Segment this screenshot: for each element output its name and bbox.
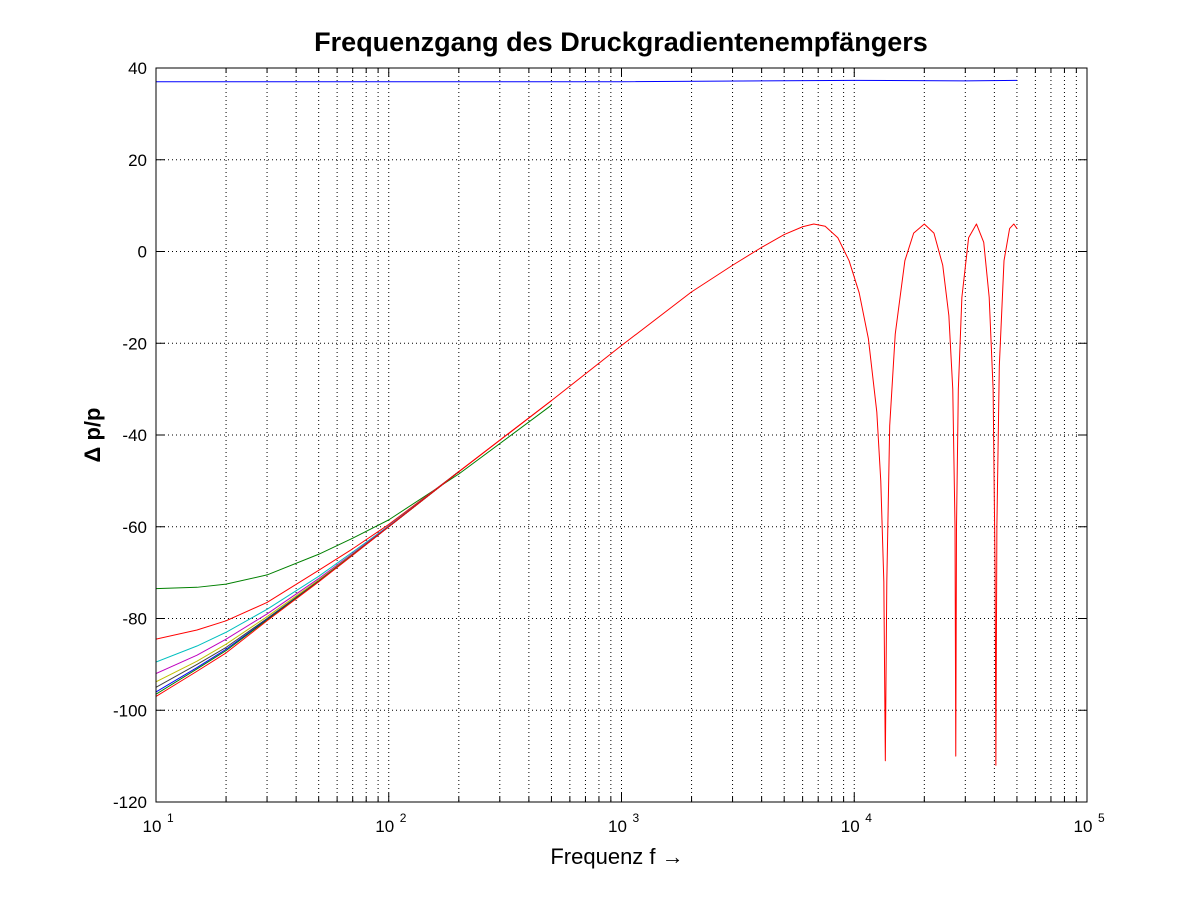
y-tick-label: 40: [128, 59, 147, 78]
series-line-10: [156, 223, 1018, 766]
y-tick-label: -40: [122, 426, 147, 445]
x-tick-label: 10: [143, 817, 162, 836]
plot-area-background: [156, 68, 1087, 802]
x-tick-label: 10: [1074, 817, 1093, 836]
y-axis-label: Δ p/p: [80, 408, 105, 463]
y-tick-label: -120: [113, 793, 147, 812]
x-axis-label: Frequenz f →: [550, 844, 683, 869]
data-series-group: [156, 79, 1018, 766]
x-tick-label: 10: [608, 817, 627, 836]
y-tick-label: -20: [122, 334, 147, 353]
x-tick-label-exponent: 3: [633, 811, 640, 825]
x-tick-label-exponent: 5: [1098, 811, 1105, 825]
series-line-1: [156, 79, 1017, 83]
y-tick-label: 0: [138, 243, 147, 262]
y-tick-label: -100: [113, 701, 147, 720]
x-tick-label-exponent: 2: [400, 811, 407, 825]
y-tick-label: -60: [122, 518, 147, 537]
y-tick-label: -80: [122, 610, 147, 629]
x-tick-label-exponent: 4: [865, 811, 872, 825]
x-tick-label: 10: [841, 817, 860, 836]
x-tick-label-exponent: 1: [167, 811, 174, 825]
x-tick-label: 10: [375, 817, 394, 836]
axis-ticks: 40 20 0 -20 -40 -60 -80 -100 -120 10 1 10 2 10 3 10 4 10 5: [113, 59, 1105, 836]
y-tick-label: 20: [128, 151, 147, 170]
chart-title: Frequenzgang des Druckgradientenempfänge…: [314, 27, 928, 57]
